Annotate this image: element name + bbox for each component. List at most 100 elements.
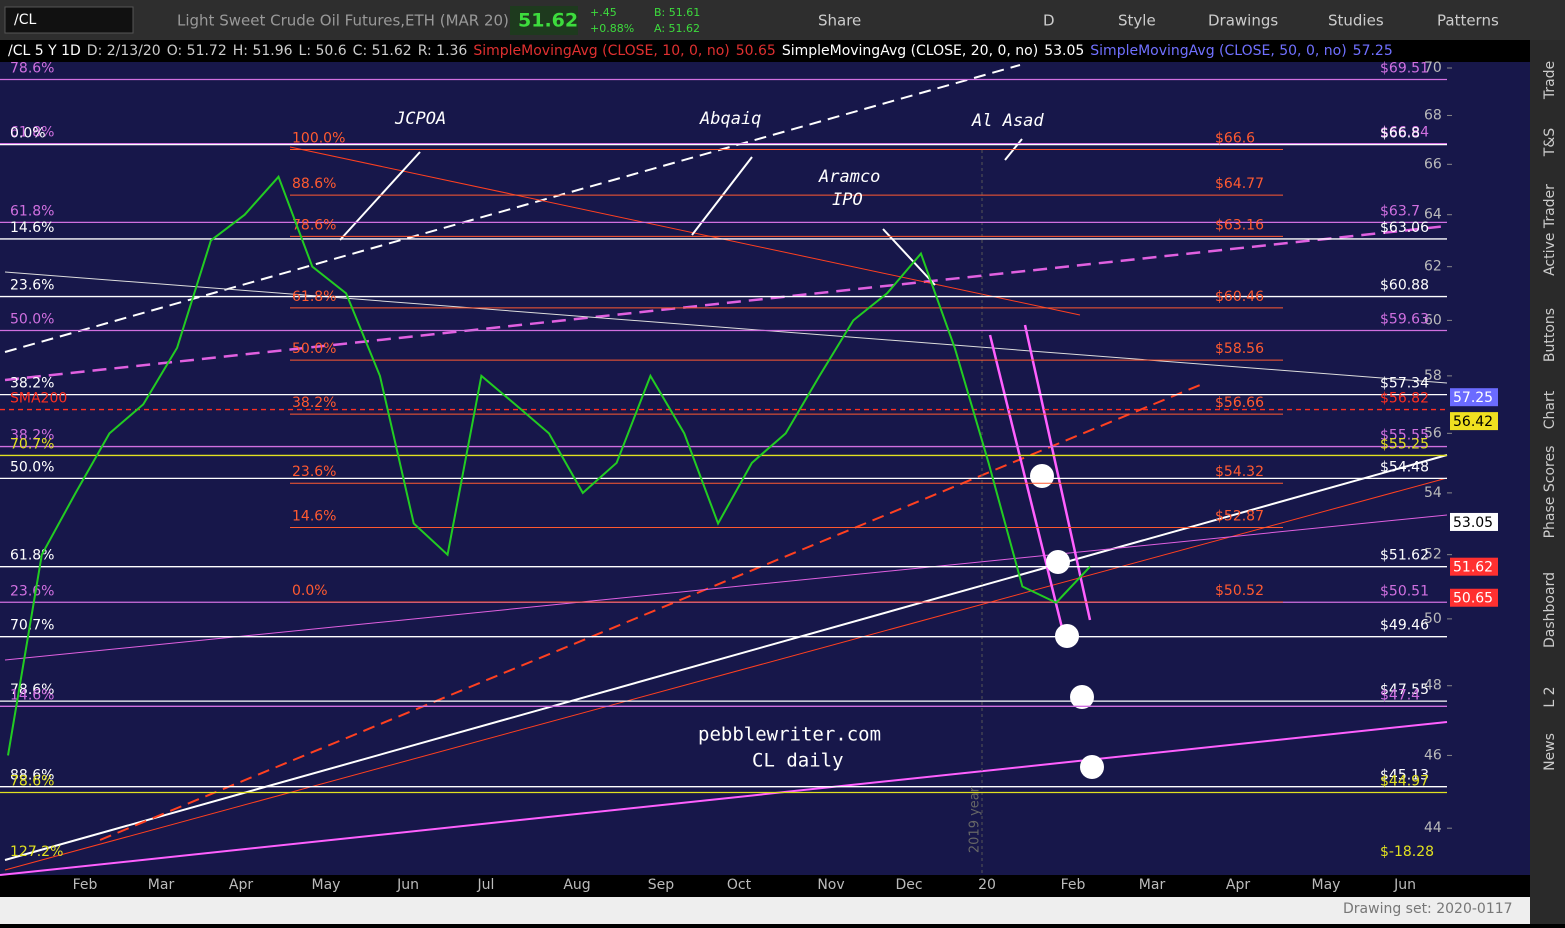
sidebar-tab[interactable]: Chart	[1542, 390, 1558, 429]
level-label: $55.55	[1380, 428, 1429, 444]
change: +.45	[590, 6, 617, 19]
header-item: SimpleMovingAvg (CLOSE, 10, 0, no)	[473, 43, 729, 59]
fib-tag: 14.6%	[292, 509, 336, 525]
level-tag: 78.6%	[10, 773, 54, 789]
description: Light Sweet Crude Oil Futures,ETH (MAR 2…	[177, 12, 509, 30]
toolbar-button[interactable]: Drawings	[1208, 12, 1278, 30]
sidebar-tab[interactable]: Trade	[1542, 61, 1558, 100]
x-tick-label: May	[312, 877, 341, 893]
level-tag: SMA200	[10, 391, 67, 407]
level-tag: 61.8%	[10, 125, 54, 141]
level-label: $63.06	[1380, 220, 1429, 236]
level-label: $60.88	[1380, 278, 1429, 294]
toolbar-button[interactable]: Studies	[1328, 12, 1384, 30]
x-tick-label: Jun	[1393, 877, 1416, 893]
toolbar-button[interactable]: D	[1043, 12, 1055, 30]
header-item: SimpleMovingAvg (CLOSE, 50, 0, no)	[1090, 43, 1346, 59]
level-tag: 38.2%	[10, 376, 54, 392]
x-tick-label: Mar	[148, 877, 175, 893]
level-tag: 23.6%	[10, 278, 54, 294]
y-tick-label: 58	[1424, 368, 1442, 384]
y-tick-label: 66	[1424, 156, 1442, 172]
change-pct: +0.88%	[590, 22, 634, 35]
header-item: H: 51.96	[233, 43, 293, 59]
level-label: $44.97	[1380, 773, 1429, 789]
fib-label: $63.16	[1215, 217, 1264, 233]
level-tag: 14.6%	[10, 220, 54, 236]
scrollbar[interactable]	[0, 897, 1530, 924]
sidebar-tab[interactable]: Phase Scores	[1542, 446, 1558, 539]
sidebar-tab[interactable]: Buttons	[1542, 308, 1558, 362]
level-label: $47.4	[1380, 687, 1420, 703]
level-tag: 70.7%	[10, 618, 54, 634]
sidebar-tab[interactable]: Dashboard	[1542, 572, 1558, 648]
fib-tag: 23.6%	[292, 464, 336, 480]
level-tag: 61.8%	[10, 548, 54, 564]
level-tag: 50.0%	[10, 459, 54, 475]
level-tag: 14.6%	[10, 687, 54, 703]
fib-label: $64.77	[1215, 176, 1264, 192]
price-badge	[1450, 388, 1498, 407]
bid: B: 51.61	[654, 6, 700, 19]
sidebar-tab[interactable]: News	[1542, 733, 1558, 771]
y-tick-label: 44	[1424, 820, 1442, 836]
level-label: $57.34	[1380, 376, 1429, 392]
watermark: CL daily	[752, 750, 844, 772]
fib-label: $52.87	[1215, 509, 1264, 525]
fib-tag: 61.8%	[292, 289, 336, 305]
price-badge-label: 50.65	[1453, 591, 1493, 607]
level-tag: 78.6%	[10, 60, 54, 76]
toolbar-button[interactable]: Style	[1118, 12, 1156, 30]
fib-tag: 88.6%	[292, 176, 336, 192]
header-item: R: 1.36	[418, 43, 468, 59]
toolbar-button[interactable]: Patterns	[1437, 12, 1499, 30]
x-tick-label: Aug	[563, 877, 590, 893]
ask: A: 51.62	[654, 22, 700, 35]
level-label: $54.48	[1380, 459, 1429, 475]
level-tag: 127.2%	[10, 844, 63, 860]
y-tick-label: 50	[1424, 611, 1442, 627]
toolbar	[0, 0, 1565, 40]
fib-label: $58.56	[1215, 341, 1264, 357]
annotation: IPO	[832, 190, 863, 210]
x-tick-label: Mar	[1139, 877, 1166, 893]
level-label: $50.51	[1380, 583, 1429, 599]
header-item: /CL 5 Y 1D	[8, 43, 81, 59]
fib-tag: 50.0%	[292, 341, 336, 357]
sidebar-tab[interactable]: Active Trader	[1542, 184, 1558, 276]
y-tick-label: 54	[1424, 485, 1442, 501]
symbol-box[interactable]	[4, 6, 134, 34]
sidebar-tab[interactable]: T&S	[1542, 128, 1558, 157]
watermark: pebblewriter.com	[698, 724, 881, 746]
price-badge	[1450, 588, 1498, 607]
header-item: 50.65	[736, 43, 776, 59]
level-label: $66.84	[1380, 125, 1429, 141]
annotation: Aramco	[818, 167, 880, 187]
x-tick-label: May	[1312, 877, 1341, 893]
x-tick-label: Oct	[727, 877, 752, 893]
sidebar-tab[interactable]: L 2	[1542, 686, 1558, 707]
level-tag: 70.7%	[10, 436, 54, 452]
price-badge	[1450, 512, 1498, 531]
toolbar-button[interactable]: Share	[818, 12, 861, 30]
level-label: $51.62	[1380, 548, 1429, 564]
price-badge-label: 56.42	[1453, 414, 1493, 430]
footer: Drawing set: 2020-0117	[1343, 901, 1513, 917]
symbol[interactable]: /CL	[14, 12, 36, 28]
x-tick-label: Sep	[648, 877, 675, 893]
y-tick-label: 46	[1424, 747, 1442, 763]
y-tick-label: 56	[1424, 425, 1442, 441]
level-label: $56.82	[1380, 391, 1429, 407]
header: /CL 5 Y 1D D: 2/13/20 O: 51.72 H: 51.96 L: 5…	[8, 43, 1393, 59]
x-tick-label: Nov	[817, 877, 844, 893]
header-item: C: 51.62	[353, 43, 412, 59]
price-badge-label: 53.05	[1453, 515, 1493, 531]
level-label: $49.46	[1380, 618, 1429, 634]
fib-tag: 38.2%	[292, 395, 336, 411]
x-tick-label: Feb	[1061, 877, 1086, 893]
level-label: $66.8	[1380, 126, 1420, 142]
year-marker: 2019 year	[968, 786, 983, 853]
fib-tag: 78.6%	[292, 217, 336, 233]
annotation: Abqaiq	[699, 109, 761, 129]
